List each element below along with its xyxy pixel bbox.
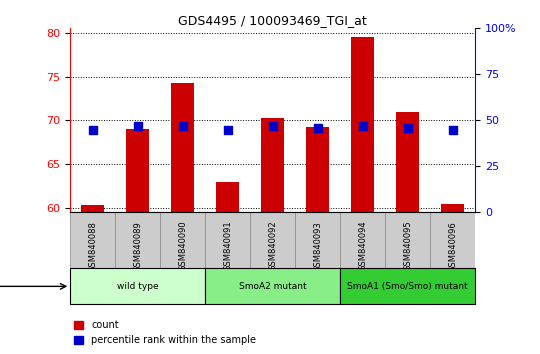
Text: GSM840089: GSM840089 — [133, 221, 142, 272]
Bar — [261, 118, 284, 212]
FancyBboxPatch shape — [340, 212, 385, 268]
Text: SmoA1 (Smo/Smo) mutant: SmoA1 (Smo/Smo) mutant — [347, 282, 468, 291]
Point — [268, 123, 277, 129]
Point — [403, 125, 412, 131]
FancyBboxPatch shape — [295, 212, 340, 268]
FancyBboxPatch shape — [70, 212, 115, 268]
Text: SmoA2 mutant: SmoA2 mutant — [239, 282, 307, 291]
Bar — [307, 127, 329, 212]
Text: GSM840094: GSM840094 — [358, 221, 367, 272]
Bar — [442, 204, 464, 212]
Point — [133, 123, 142, 129]
Point — [359, 123, 367, 129]
FancyBboxPatch shape — [340, 268, 475, 304]
FancyBboxPatch shape — [250, 212, 295, 268]
Text: GSM840096: GSM840096 — [448, 221, 457, 272]
FancyBboxPatch shape — [205, 268, 340, 304]
Text: wild type: wild type — [117, 282, 159, 291]
Bar — [396, 112, 419, 212]
Point — [313, 125, 322, 131]
Point — [178, 123, 187, 129]
Bar — [352, 37, 374, 212]
Legend: count, percentile rank within the sample: count, percentile rank within the sample — [70, 316, 260, 349]
FancyBboxPatch shape — [70, 268, 205, 304]
Title: GDS4495 / 100093469_TGI_at: GDS4495 / 100093469_TGI_at — [178, 14, 367, 27]
Text: GSM840093: GSM840093 — [313, 221, 322, 272]
FancyBboxPatch shape — [115, 212, 160, 268]
FancyBboxPatch shape — [430, 212, 475, 268]
FancyBboxPatch shape — [385, 212, 430, 268]
Bar — [217, 182, 239, 212]
Text: GSM840090: GSM840090 — [178, 221, 187, 272]
FancyBboxPatch shape — [205, 212, 250, 268]
Text: GSM840088: GSM840088 — [88, 221, 97, 272]
Bar — [172, 83, 194, 212]
Bar — [126, 129, 149, 212]
Point — [224, 127, 232, 132]
Point — [89, 127, 97, 132]
Text: GSM840095: GSM840095 — [403, 221, 412, 272]
Bar — [82, 205, 104, 212]
Text: GSM840091: GSM840091 — [223, 221, 232, 272]
Text: GSM840092: GSM840092 — [268, 221, 277, 272]
FancyBboxPatch shape — [160, 212, 205, 268]
Point — [448, 127, 457, 132]
